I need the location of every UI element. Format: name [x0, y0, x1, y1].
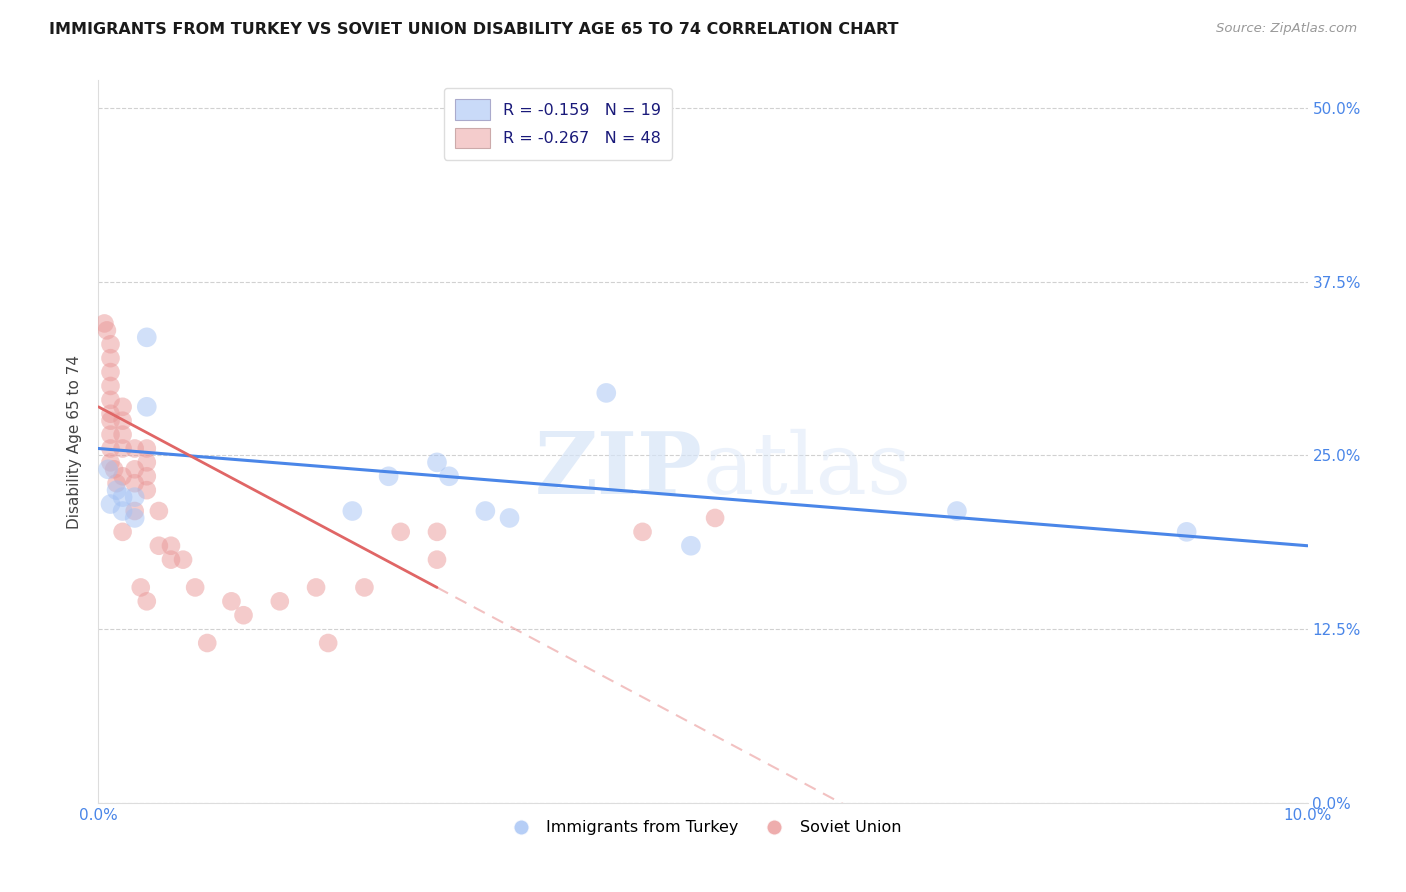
- Point: [100, 337, 122, 351]
- Point: [135, 455, 157, 469]
- Point: [946, 504, 969, 518]
- Point: [105, 476, 128, 491]
- Point: [679, 539, 702, 553]
- Point: [389, 524, 412, 539]
- Point: [437, 469, 460, 483]
- Point: [124, 442, 146, 456]
- Point: [100, 365, 122, 379]
- Point: [135, 442, 157, 456]
- Point: [148, 504, 170, 518]
- Point: [1175, 524, 1198, 539]
- Point: [135, 483, 157, 498]
- Point: [474, 504, 496, 518]
- Text: IMMIGRANTS FROM TURKEY VS SOVIET UNION DISABILITY AGE 65 TO 74 CORRELATION CHART: IMMIGRANTS FROM TURKEY VS SOVIET UNION D…: [49, 22, 898, 37]
- Point: [172, 552, 194, 566]
- Point: [111, 490, 134, 504]
- Point: [124, 490, 146, 504]
- Point: [100, 455, 122, 469]
- Point: [100, 407, 122, 421]
- Point: [96, 323, 118, 337]
- Point: [232, 608, 254, 623]
- Point: [342, 504, 364, 518]
- Point: [103, 462, 125, 476]
- Point: [353, 581, 375, 595]
- Point: [100, 351, 122, 366]
- Point: [426, 455, 449, 469]
- Point: [160, 539, 183, 553]
- Point: [160, 552, 183, 566]
- Point: [100, 392, 122, 407]
- Point: [124, 504, 146, 518]
- Point: [316, 636, 339, 650]
- Point: [124, 476, 146, 491]
- Text: ZIP: ZIP: [536, 428, 703, 512]
- Point: [305, 581, 328, 595]
- Point: [498, 511, 520, 525]
- Point: [111, 469, 134, 483]
- Y-axis label: Disability Age 65 to 74: Disability Age 65 to 74: [67, 354, 83, 529]
- Point: [111, 442, 134, 456]
- Point: [100, 427, 122, 442]
- Point: [97, 462, 120, 476]
- Point: [595, 385, 617, 400]
- Point: [111, 400, 134, 414]
- Point: [100, 414, 122, 428]
- Point: [100, 379, 122, 393]
- Point: [111, 427, 134, 442]
- Point: [221, 594, 243, 608]
- Legend: Immigrants from Turkey, Soviet Union: Immigrants from Turkey, Soviet Union: [499, 814, 907, 842]
- Point: [135, 330, 157, 344]
- Point: [100, 442, 122, 456]
- Point: [148, 539, 170, 553]
- Point: [129, 581, 152, 595]
- Point: [135, 400, 157, 414]
- Point: [631, 524, 654, 539]
- Point: [124, 511, 146, 525]
- Point: [426, 552, 449, 566]
- Text: Source: ZipAtlas.com: Source: ZipAtlas.com: [1216, 22, 1357, 36]
- Point: [124, 462, 146, 476]
- Point: [195, 636, 218, 650]
- Point: [93, 317, 115, 331]
- Point: [426, 524, 449, 539]
- Point: [184, 581, 207, 595]
- Point: [135, 594, 157, 608]
- Point: [100, 497, 122, 511]
- Point: [269, 594, 291, 608]
- Point: [105, 483, 128, 498]
- Point: [704, 511, 727, 525]
- Point: [111, 504, 134, 518]
- Point: [111, 414, 134, 428]
- Point: [377, 469, 399, 483]
- Point: [135, 469, 157, 483]
- Point: [111, 524, 134, 539]
- Text: atlas: atlas: [703, 429, 912, 512]
